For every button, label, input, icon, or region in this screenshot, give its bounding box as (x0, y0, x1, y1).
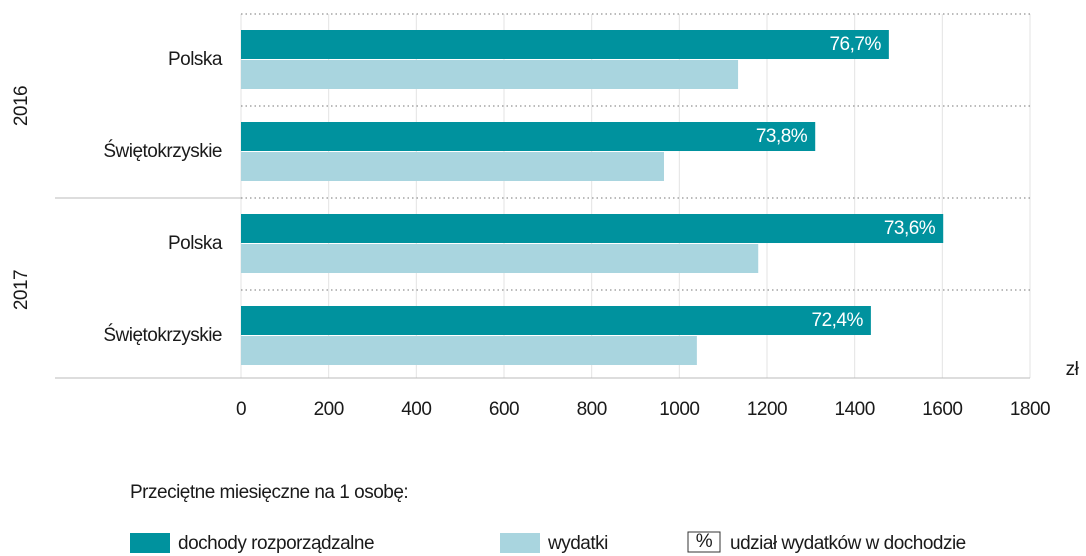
x-tick-label: 1200 (747, 399, 787, 420)
x-axis-label: zł (1066, 359, 1080, 380)
y-tick-label: Świętokrzyskie (103, 324, 222, 346)
legend-label: dochody rozporządzalne (178, 533, 374, 554)
x-tick-label: 1400 (835, 399, 875, 420)
value-label: 72,4% (812, 310, 864, 331)
x-tick-label: 1000 (659, 399, 699, 420)
value-label: 73,6% (884, 218, 936, 239)
legend-share-symbol: % (696, 531, 713, 552)
legend-swatch (500, 533, 540, 553)
legend-swatch (130, 533, 170, 553)
value-label: 76,7% (829, 34, 881, 55)
bar (241, 306, 871, 335)
bar (241, 244, 759, 273)
x-tick-label: 0 (236, 399, 246, 420)
bar (241, 122, 816, 151)
group-label: 2017 (11, 270, 32, 310)
bar (241, 30, 889, 59)
group-label: 2016 (11, 86, 32, 126)
value-label: 73,8% (756, 126, 808, 147)
bar (241, 336, 697, 365)
y-tick-label: Polska (168, 233, 223, 254)
y-tick-label: Polska (168, 49, 223, 70)
legend-label: udział wydatków w dochodzie (730, 533, 966, 554)
x-tick-label: 1800 (1010, 399, 1050, 420)
bar (241, 214, 944, 243)
x-tick-label: 1600 (922, 399, 962, 420)
legend-label: wydatki (547, 533, 608, 554)
y-tick-label: Świętokrzyskie (103, 140, 222, 162)
x-tick-label: 400 (401, 399, 431, 420)
x-tick-label: 800 (577, 399, 607, 420)
legend-title: Przeciętne miesięczne na 1 osobę: (130, 482, 408, 503)
bar (241, 152, 664, 181)
bar (241, 60, 739, 89)
x-tick-label: 200 (314, 399, 344, 420)
x-tick-label: 600 (489, 399, 519, 420)
legend-share-box (687, 531, 721, 553)
